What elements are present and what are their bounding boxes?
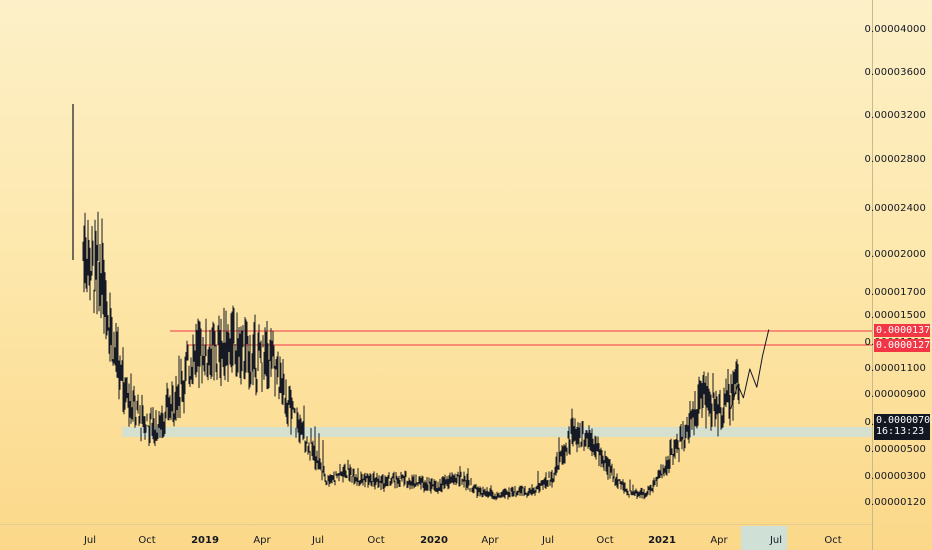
time-tick-label: Apr [481, 535, 499, 546]
price-tick-label: 0.00000500 [864, 444, 926, 455]
price-tick-label: 0.00000120 [864, 497, 926, 508]
support-zone [122, 427, 872, 437]
time-tick-label: Jul [541, 535, 555, 546]
current-price-badge: 0.00000702 16:13:23 [874, 414, 932, 440]
price-tick-label: 0.00002400 [864, 203, 926, 214]
price-tick-label: 0.00002800 [864, 154, 926, 165]
current-price-value: 0.00000702 [876, 415, 932, 426]
time-axis-highlight [741, 526, 787, 550]
time-tick-label: Apr [710, 535, 728, 546]
resistance-line-1-badge: 0.00001373 [874, 324, 932, 337]
price-tick-label: 0.00001100 [864, 363, 926, 374]
time-tick-label: Oct [596, 535, 614, 546]
bar-countdown: 16:13:23 [876, 426, 925, 437]
price-tick-label: 0.00002000 [864, 249, 926, 260]
price-tick-label: 0.00001700 [864, 287, 926, 298]
projection-layer [730, 329, 770, 410]
price-projection-path[interactable] [730, 329, 770, 410]
time-tick-label: 2019 [191, 535, 219, 546]
time-axis-divider [0, 524, 872, 525]
time-tick-label: Oct [138, 535, 156, 546]
time-tick-label: Jul [311, 535, 325, 546]
price-tick-label: 0.00004000 [864, 24, 926, 35]
time-tick-label: Apr [253, 535, 271, 546]
price-axis-divider [872, 0, 873, 550]
time-tick-label: Oct [367, 535, 385, 546]
candles-layer [72, 104, 740, 501]
price-tick-label: 0.00003600 [864, 67, 926, 78]
support-zone-layer [122, 427, 872, 437]
price-tick-label: 0.00003200 [864, 110, 926, 121]
time-tick-label: Jul [83, 535, 97, 546]
time-tick-label: Jul [769, 535, 783, 546]
resistance-lines-layer [170, 330, 872, 346]
time-tick-label: 2020 [420, 535, 448, 546]
price-tick-label: 0.00001500 [864, 310, 926, 321]
time-tick-label: 2021 [648, 535, 676, 546]
time-tick-label: Oct [824, 535, 842, 546]
price-tick-label: 0.00000900 [864, 389, 926, 400]
price-tick-label: 0.00000300 [864, 471, 926, 482]
resistance-line-2-badge: 0.00001271 [874, 339, 932, 352]
